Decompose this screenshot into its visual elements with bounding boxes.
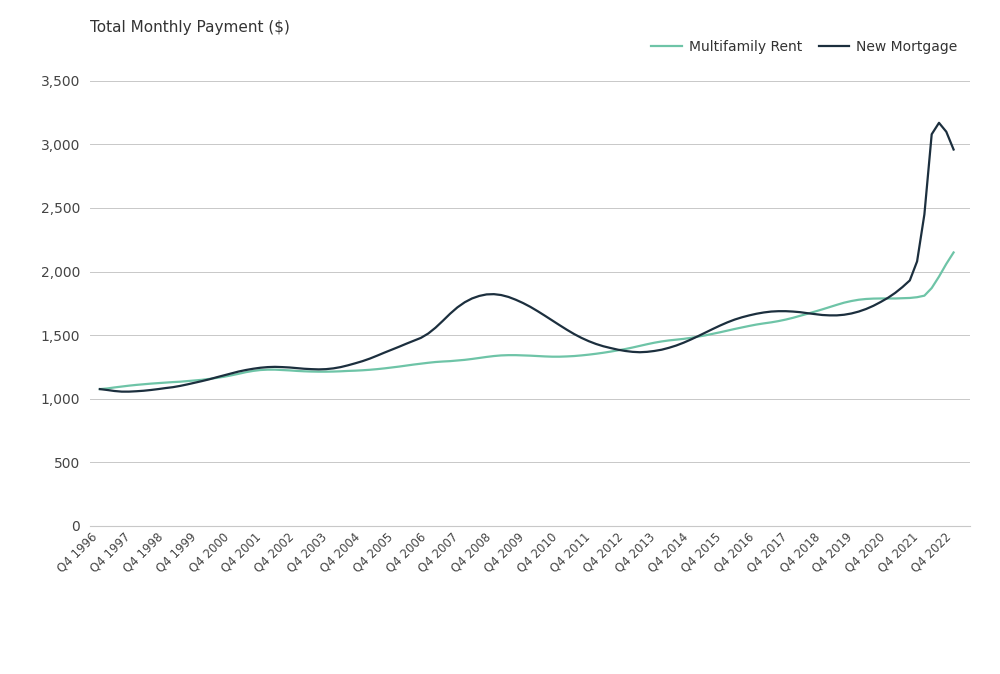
New Mortgage — [933, 119, 945, 127]
New Mortgage — [196, 377, 208, 385]
Line: New Mortgage: New Mortgage — [100, 123, 954, 392]
Legend: Multifamily Rent, New Mortgage: Multifamily Rent, New Mortgage — [646, 34, 963, 59]
New Mortgage — [948, 146, 960, 154]
Multifamily Rent — [386, 363, 398, 371]
New Mortgage — [276, 363, 288, 371]
Line: Multifamily Rent: Multifamily Rent — [100, 253, 954, 389]
New Mortgage — [758, 309, 770, 317]
New Mortgage — [692, 332, 704, 340]
Multifamily Rent — [685, 334, 697, 342]
Text: Total Monthly Payment ($): Total Monthly Payment ($) — [90, 20, 290, 35]
New Mortgage — [772, 307, 784, 315]
Multifamily Rent — [269, 365, 281, 373]
Multifamily Rent — [765, 318, 777, 326]
Multifamily Rent — [94, 385, 106, 393]
Multifamily Rent — [189, 376, 201, 384]
New Mortgage — [116, 388, 128, 396]
New Mortgage — [393, 342, 405, 350]
New Mortgage — [94, 385, 106, 393]
Multifamily Rent — [751, 320, 763, 328]
Multifamily Rent — [948, 249, 960, 257]
